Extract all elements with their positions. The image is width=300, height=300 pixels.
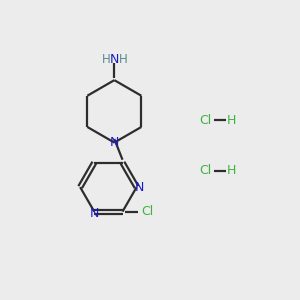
Text: N: N xyxy=(110,53,119,66)
Text: H: H xyxy=(227,114,236,127)
Text: H: H xyxy=(227,164,236,177)
Text: N: N xyxy=(110,136,119,149)
Text: Cl: Cl xyxy=(199,114,211,127)
Text: Cl: Cl xyxy=(199,164,211,177)
Text: H: H xyxy=(102,53,110,66)
Text: Cl: Cl xyxy=(141,205,153,218)
Text: H: H xyxy=(119,53,128,66)
Text: N: N xyxy=(134,181,144,194)
Text: N: N xyxy=(90,207,99,220)
